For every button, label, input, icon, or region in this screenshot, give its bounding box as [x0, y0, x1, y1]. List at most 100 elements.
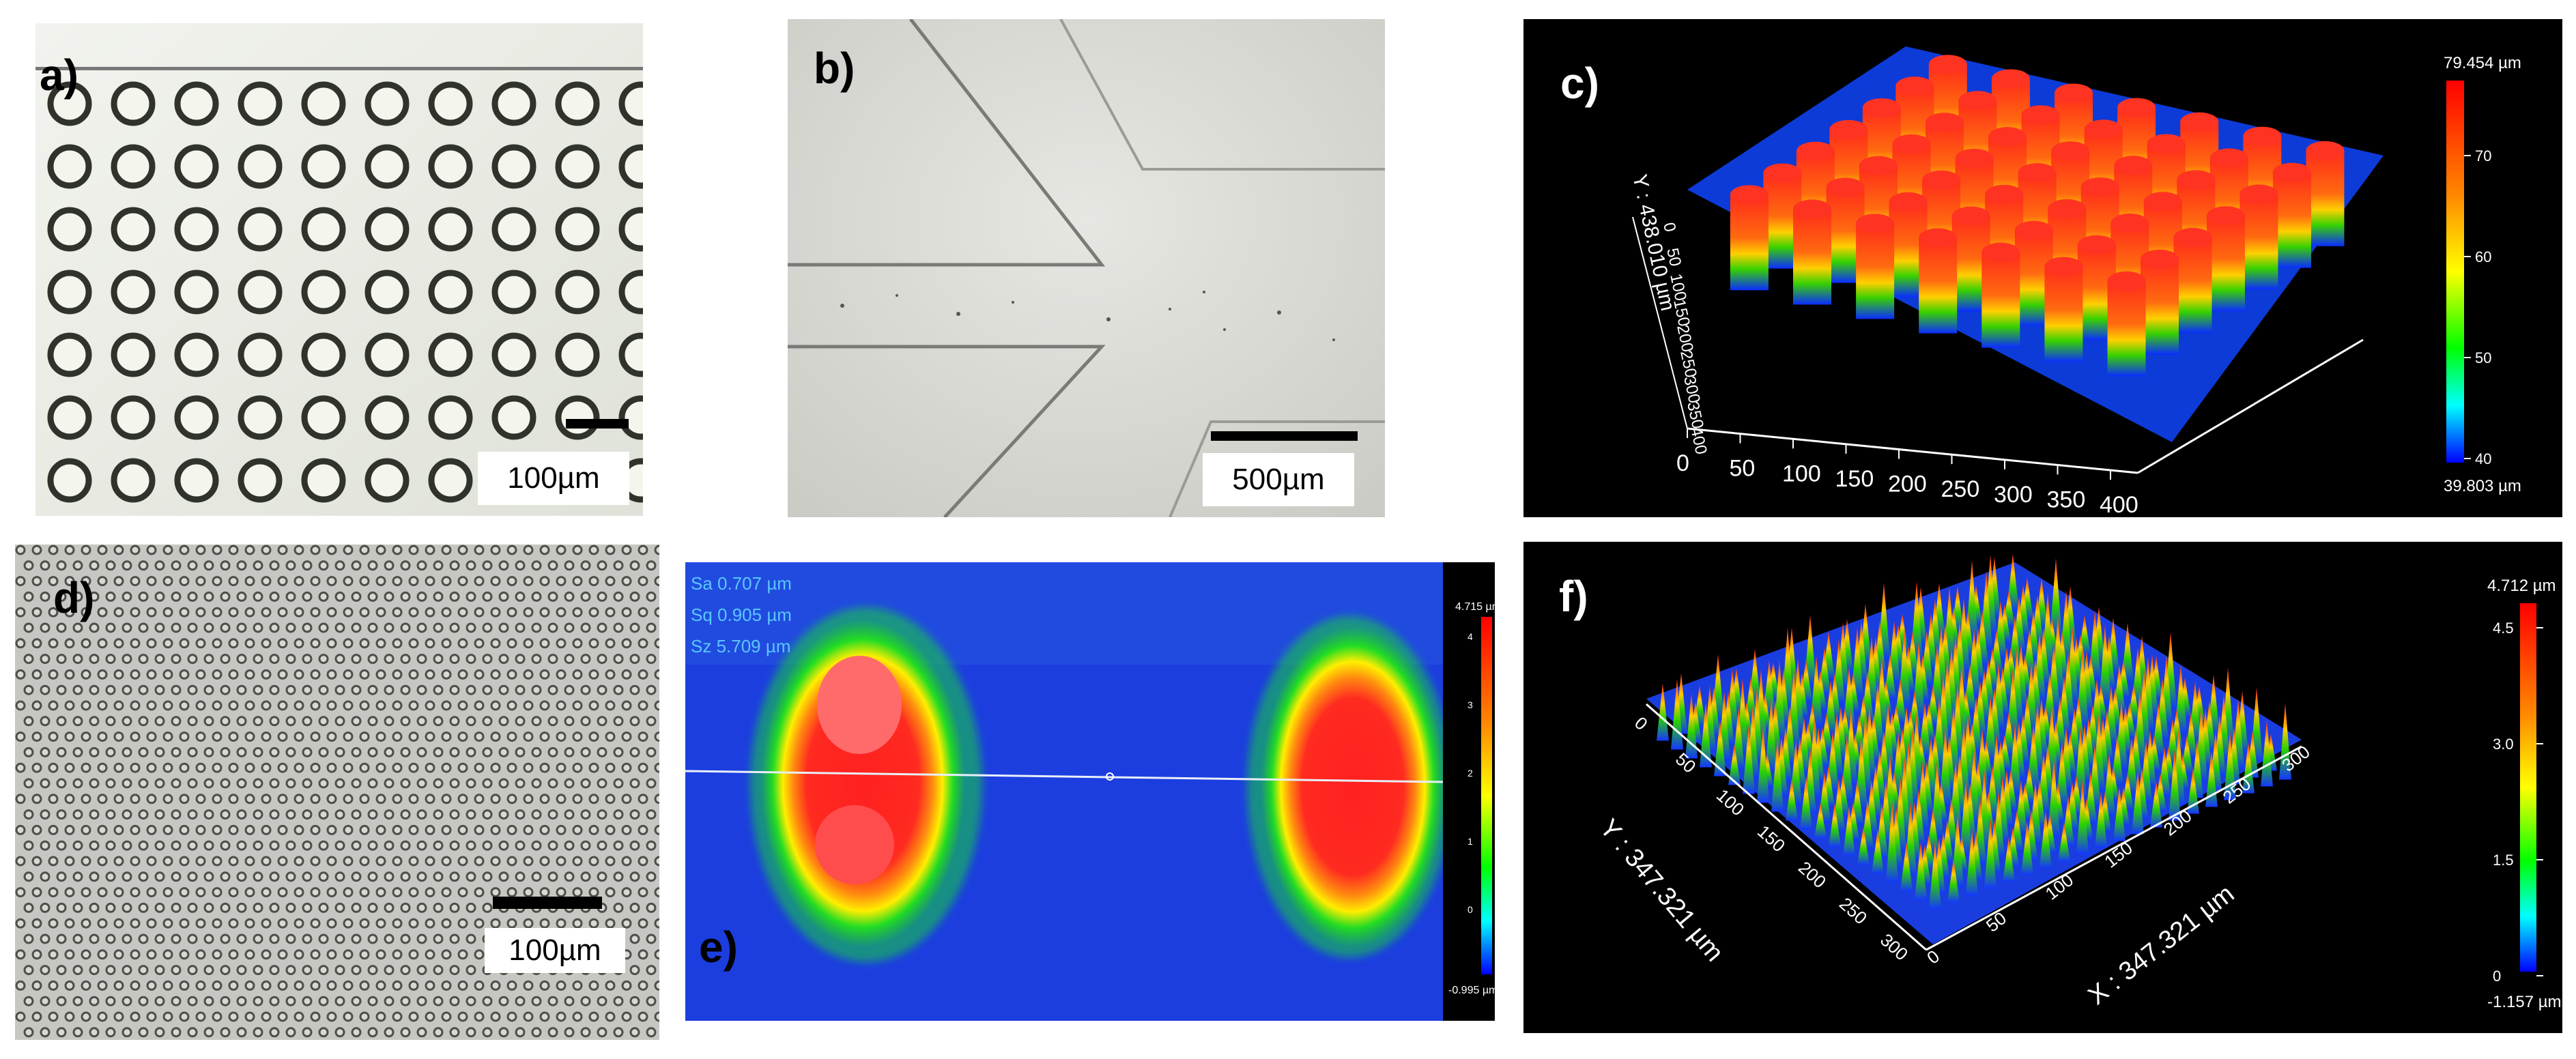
c-colorbar	[2446, 81, 2464, 463]
dense-pillar-dot	[334, 1027, 345, 1038]
pillar-ring	[47, 458, 92, 503]
dense-pillar-dot	[359, 669, 370, 680]
dense-pillar-dot	[318, 871, 329, 882]
dense-pillar-dot	[564, 746, 575, 757]
dense-pillar-dot	[15, 949, 26, 960]
dense-pillar-dot	[277, 824, 288, 835]
pillar-ring	[364, 144, 410, 189]
dense-pillar-dot	[162, 949, 173, 960]
pillar-column	[2239, 194, 2278, 290]
pillar-top	[2243, 126, 2282, 146]
dense-pillar-dot	[15, 762, 26, 773]
panel-d-scale-bar	[493, 897, 602, 909]
pillar-ring	[47, 332, 92, 377]
dense-pillar-dot	[81, 700, 91, 711]
dense-pillar-dot	[277, 980, 288, 991]
pillar-ring	[491, 207, 536, 252]
pillar-ring	[174, 395, 219, 440]
dense-pillar-dot	[416, 840, 427, 851]
dense-pillar-dot	[506, 824, 517, 835]
dense-pillar-dot	[171, 809, 182, 820]
pillar-ring	[301, 207, 346, 252]
dense-pillar-dot	[220, 654, 231, 665]
dense-pillar-dot	[56, 840, 67, 851]
dense-pillar-dot	[105, 622, 116, 633]
dense-pillar-dot	[64, 700, 75, 711]
surface-spike	[1757, 725, 1769, 803]
dense-pillar-dot	[171, 684, 182, 695]
dense-pillar-dot	[203, 1027, 214, 1038]
c-colorbar-tick: 50	[2475, 349, 2491, 366]
dense-pillar-dot	[72, 716, 83, 727]
dense-pillar-dot	[326, 700, 337, 711]
dense-pillar-dot	[375, 980, 386, 991]
dense-pillar-dot	[457, 731, 468, 742]
dense-pillar-dot	[621, 980, 632, 991]
f-x-tick-label: 0	[1923, 946, 1943, 968]
dense-pillar-dot	[326, 918, 337, 929]
dense-pillar-dot	[547, 654, 558, 665]
dense-pillar-dot	[277, 731, 288, 742]
dense-pillar-dot	[474, 545, 485, 555]
panel-e-label: e)	[699, 923, 738, 972]
dense-pillar-dot	[506, 731, 517, 742]
dense-pillar-dot	[408, 762, 419, 773]
dense-pillar-dot	[654, 918, 659, 929]
dense-pillar-dot	[556, 638, 567, 649]
dense-pillar-dot	[302, 902, 313, 913]
dense-pillar-dot	[302, 840, 313, 851]
dense-pillar-dot	[449, 996, 460, 1006]
dense-pillar-dot	[171, 1027, 182, 1038]
dense-pillar-dot	[367, 933, 378, 944]
dense-pillar-dot	[547, 809, 558, 820]
pillar-top	[2018, 163, 2057, 183]
dense-pillar-dot	[277, 887, 288, 898]
dense-pillar-dot	[654, 1011, 659, 1022]
dense-pillar-dot	[613, 684, 624, 695]
dense-pillar-dot	[351, 622, 362, 633]
dense-pillar-dot	[203, 902, 214, 913]
f-colorbar-min: -1.157 µm	[2487, 993, 2562, 1011]
dense-pillar-dot	[441, 700, 452, 711]
dense-pillar-dot	[375, 794, 386, 804]
dense-pillar-dot	[121, 591, 132, 602]
dense-pillar-dot	[588, 700, 599, 711]
dense-pillar-dot	[482, 684, 493, 695]
dense-pillar-dot	[572, 887, 583, 898]
dense-pillar-dot	[253, 716, 263, 727]
dense-pillar-dot	[572, 576, 583, 587]
dense-pillar-dot	[326, 545, 337, 555]
pillar-top	[1988, 127, 2027, 147]
dense-pillar-dot	[425, 669, 435, 680]
dense-pillar-dot	[498, 778, 509, 789]
dense-pillar-dot	[310, 545, 321, 555]
dense-pillar-dot	[261, 545, 272, 555]
dense-pillar-dot	[490, 918, 501, 929]
dense-pillar-dot	[359, 545, 370, 555]
dense-pillar-dot	[334, 965, 345, 976]
dense-pillar-dot	[605, 856, 616, 867]
dense-pillar-dot	[195, 918, 206, 929]
dense-pillar-dot	[179, 980, 190, 991]
dense-pillar-dot	[367, 809, 378, 820]
dense-pillar-dot	[187, 746, 198, 757]
dense-pillar-dot	[277, 607, 288, 618]
dense-pillar-dot	[15, 731, 26, 742]
dense-pillar-dot	[113, 856, 124, 867]
dense-pillar-dot	[367, 965, 378, 976]
dense-pillar-dot	[154, 933, 165, 944]
dense-pillar-dot	[138, 933, 149, 944]
dense-pillar-dot	[105, 965, 116, 976]
dense-pillar-dot	[130, 824, 141, 835]
dense-pillar-dot	[416, 778, 427, 789]
dense-pillar-dot	[285, 996, 296, 1006]
dense-pillar-dot	[40, 1027, 51, 1038]
surface-spike	[1843, 666, 1855, 729]
dense-pillar-dot	[547, 840, 558, 851]
pillar-ring	[301, 458, 346, 503]
dense-pillar-dot	[154, 716, 165, 727]
dense-pillar-dot	[81, 856, 91, 867]
dense-pillar-dot	[334, 933, 345, 944]
dense-pillar-dot	[400, 933, 411, 944]
dense-pillar-dot	[40, 840, 51, 851]
